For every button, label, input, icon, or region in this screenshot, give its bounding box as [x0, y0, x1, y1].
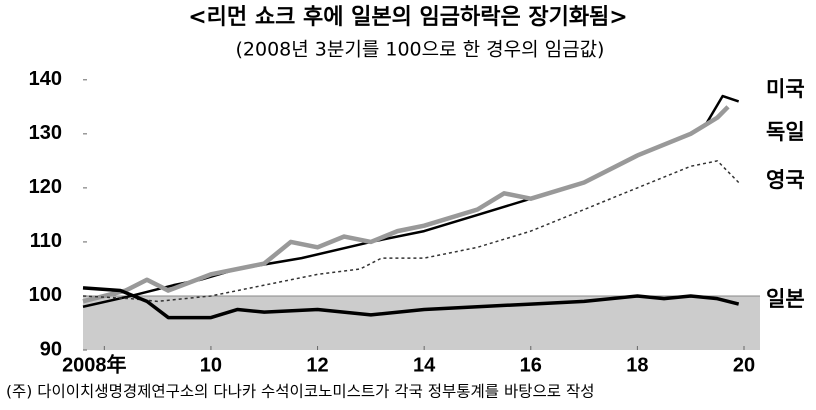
chart-title: <리먼 쇼크 후에 일본의 임금하락은 장기화됨> — [188, 5, 627, 30]
legend-label: 일본 — [766, 287, 805, 311]
line-series — [82, 94, 740, 308]
chart-note: (주) 다이이치생명경제연구소의 다나카 수석이코노미스트가 각국 정부통계를 … — [6, 383, 594, 401]
x-tick-label: 14 — [413, 354, 436, 376]
y-tick-label: 90 — [40, 338, 62, 360]
legend-label: 미국 — [766, 77, 805, 101]
x-tick-label: 20 — [733, 354, 755, 376]
line-series — [82, 160, 740, 303]
y-tick-label: 120 — [29, 176, 62, 198]
line-series — [82, 286, 740, 320]
legend-label: 독일 — [766, 120, 805, 144]
y-tick-label: 130 — [29, 122, 62, 144]
y-tick-label: 140 — [29, 68, 62, 90]
x-tick-label: 2008年 — [62, 352, 127, 376]
shaded-area — [83, 295, 760, 350]
line-series — [82, 105, 730, 304]
y-tick-label: 100 — [29, 284, 62, 306]
x-tick-label: 18 — [626, 354, 648, 376]
chart-subtitle: (2008년 3분기를 100으로 한 경우의 임금값) — [236, 39, 605, 61]
legend-label: 영국 — [766, 168, 805, 192]
x-tick-label: 10 — [200, 354, 222, 376]
x-tick-label: 16 — [520, 354, 542, 376]
x-tick-label: 12 — [306, 354, 328, 376]
y-tick-label: 110 — [30, 230, 62, 252]
